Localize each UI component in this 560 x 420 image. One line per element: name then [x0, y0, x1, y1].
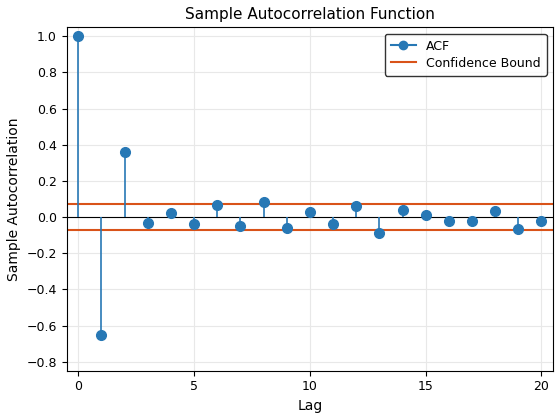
Title: Sample Autocorrelation Function: Sample Autocorrelation Function: [185, 7, 435, 22]
Y-axis label: Sample Autocorrelation: Sample Autocorrelation: [7, 117, 21, 281]
X-axis label: Lag: Lag: [297, 399, 323, 413]
Legend: ACF, Confidence Bound: ACF, Confidence Bound: [385, 34, 547, 76]
